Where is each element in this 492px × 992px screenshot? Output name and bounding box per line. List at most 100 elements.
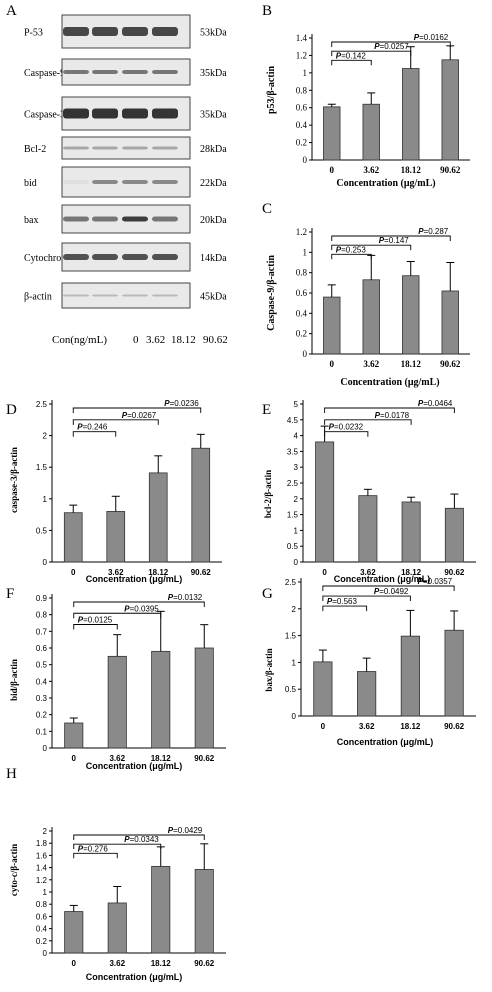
conc-label: Con(ng/mL): [52, 334, 107, 346]
blot-row-label: bax: [24, 215, 38, 226]
blot-band: [122, 180, 148, 184]
blot-band: [152, 180, 178, 184]
significance-bracket: [73, 834, 205, 840]
y-tick-label: 3.5: [287, 447, 299, 456]
blot-band: [63, 294, 89, 297]
blot-band: [152, 254, 178, 260]
p-value-label: P=0.0267: [122, 411, 157, 420]
y-tick-label: 1: [294, 526, 299, 535]
y-tick-label: 1: [43, 888, 48, 897]
chart-bid: F bid/β-actin Concentration (μg/mL): [6, 586, 182, 771]
p-value-label: P=0.0232: [329, 423, 364, 432]
blot-kda-label: 35kDa: [200, 68, 227, 79]
blot-band: [92, 108, 118, 119]
significance-bracket: [72, 419, 159, 425]
blot-panel: A P-53 53kDa Caspase-9 35kDa Caspase-3 35kDa B…: [6, 3, 228, 346]
y-tick-label: 0.6: [296, 103, 308, 113]
bar: [362, 103, 380, 161]
blot-row-label: β-actin: [24, 292, 52, 303]
y-tick-label: 3: [294, 463, 299, 472]
significance-bracket: [331, 235, 451, 241]
significance-bracket: [73, 612, 162, 619]
bar: [194, 869, 214, 954]
x-axis-label: Concentration (μg/mL): [336, 178, 435, 189]
blot-row-label: Cytochrome-c: [24, 253, 82, 264]
blot-kda-label: 20kDa: [200, 215, 227, 226]
x-tick-label: 18.12: [148, 568, 169, 577]
x-tick-label: 3.62: [359, 722, 375, 731]
x-tick-label: 3.62: [360, 568, 376, 577]
y-tick-label: 1: [43, 495, 48, 504]
y-tick-label: 0.8: [36, 611, 48, 620]
blot-band: [63, 180, 89, 184]
p-value-label: P=0.0429: [168, 826, 203, 835]
blot-band: [122, 108, 148, 119]
panel-letter: A: [6, 3, 17, 19]
y-tick-label: 1.4: [296, 33, 308, 43]
y-tick-label: 1.8: [36, 839, 48, 848]
panel-letter: D: [6, 402, 17, 418]
x-tick-label: 0: [321, 722, 326, 731]
blot-band: [152, 216, 178, 222]
y-tick-label: 1.5: [287, 511, 299, 520]
y-tick-label: 1.5: [36, 463, 48, 472]
blot-rows: P-53 53kDa Caspase-9 35kDa Caspase-3 35kDa Bcl…: [24, 14, 227, 309]
x-tick-label: 90.62: [191, 568, 212, 577]
y-axis-label: bid/β-actin: [9, 659, 19, 701]
x-tick-label: 0: [330, 359, 335, 369]
y-tick-label: 0.4: [36, 925, 48, 934]
x-tick-label: 3.62: [109, 754, 125, 763]
significance-bracket: [73, 601, 205, 607]
significance-bracket: [331, 41, 451, 47]
blot-band: [122, 294, 148, 297]
chart-H-marks: 0 0.2 0.4 0.6 0.8 1 1.2 1.4 1.6 1.8 2 0 3.62 18.12 90.…: [36, 826, 226, 968]
chart-marks: 0 0.2 0.4 0.6 0.8 1 1.2 1.4 0 3.62 18.12 90.62 P=0.1…: [36, 33, 476, 968]
bar: [402, 275, 420, 355]
bar: [151, 650, 171, 749]
blot-kda-label: 28kDa: [200, 144, 227, 155]
y-tick-label: 2: [43, 432, 48, 441]
bar: [151, 865, 171, 954]
x-tick-label: 18.12: [151, 754, 172, 763]
significance-bracket: [331, 59, 372, 66]
y-tick-label: 0.8: [36, 900, 48, 909]
p-value-label: P=0.0162: [414, 33, 449, 42]
y-tick-label: 0.9: [36, 594, 48, 603]
bar: [401, 501, 421, 563]
y-tick-label: 0.5: [36, 526, 48, 535]
bar: [441, 290, 459, 355]
y-tick-label: 0.7: [36, 627, 48, 636]
x-tick-label: 0: [72, 959, 77, 968]
x-tick-label: 90.62: [444, 568, 465, 577]
chart-caspase9: C Caspase-9/β-actin Concentration (μg/mL…: [262, 201, 440, 388]
blot-kda-label: 45kDa: [200, 292, 227, 303]
panel-letter: B: [262, 3, 272, 19]
significance-bracket: [331, 253, 372, 260]
y-tick-label: 0.8: [296, 268, 308, 278]
x-tick-label: 18.12: [400, 722, 421, 731]
p-value-label: P=0.142: [336, 51, 367, 60]
blot-band: [92, 70, 118, 74]
bar: [63, 512, 83, 563]
bar: [362, 279, 380, 355]
conc-value: 18.12: [171, 334, 196, 346]
y-tick-label: 1.2: [296, 227, 307, 237]
blot-row-label: Caspase-3: [24, 110, 65, 121]
y-tick-label: 0: [294, 558, 299, 567]
conc-value: 0: [133, 334, 139, 346]
panel-letter: H: [6, 766, 17, 782]
blot-band: [92, 294, 118, 297]
y-tick-label: 2: [292, 605, 297, 614]
significance-bracket: [72, 407, 202, 413]
p-value-label: P=0.147: [379, 236, 410, 245]
bar: [323, 296, 341, 355]
blot-kda-label: 53kDa: [200, 28, 227, 39]
blot-band: [63, 254, 89, 260]
x-tick-label: 90.62: [440, 165, 461, 175]
y-tick-label: 1: [292, 658, 297, 667]
x-tick-label: 3.62: [109, 959, 125, 968]
significance-bracket: [322, 585, 455, 591]
significance-bracket: [322, 605, 368, 612]
blot-kda-label: 22kDa: [200, 178, 227, 189]
